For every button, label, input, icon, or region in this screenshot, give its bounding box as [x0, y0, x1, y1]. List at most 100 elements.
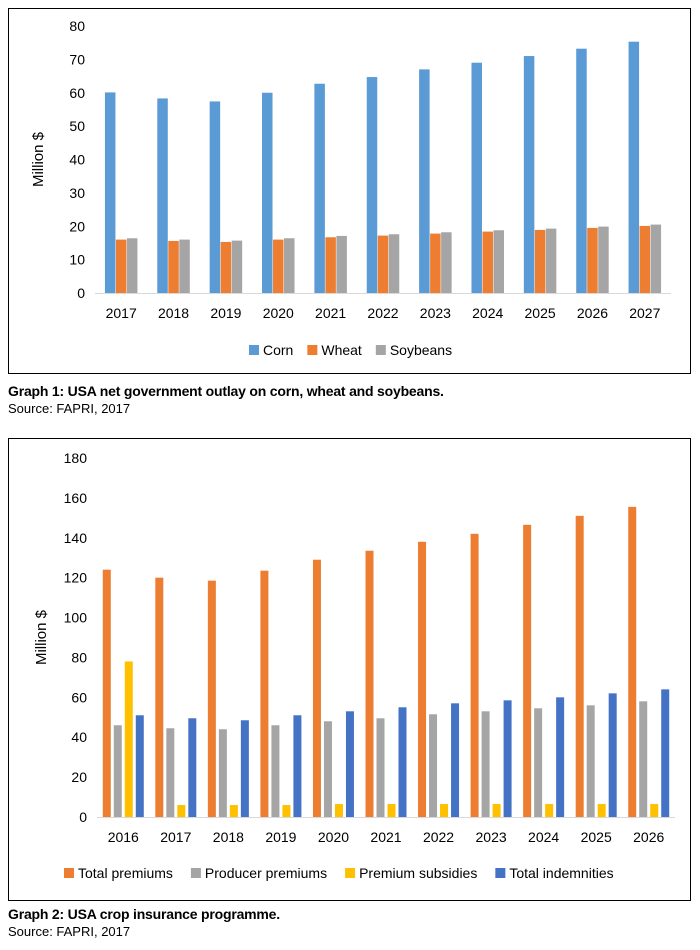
legend-label-producer-premiums: Producer premiums — [205, 865, 327, 881]
chart-2-xtick-label: 2018 — [213, 829, 244, 845]
bar-corn-2019 — [209, 101, 221, 294]
chart-2-ytick-label: 160 — [64, 490, 88, 506]
chart-2-xtick-label: 2022 — [423, 829, 454, 845]
bar-wheat-2026 — [587, 227, 598, 293]
chart-1-xtick-label: 2023 — [420, 305, 451, 321]
chart-2-xtick-label: 2017 — [160, 829, 191, 845]
bar-premium-subsidies-2023 — [492, 804, 501, 817]
legend-swatch-producer-premiums — [190, 868, 201, 878]
chart-2-y-axis-label: Million $ — [33, 609, 50, 665]
chart-1-ytick-label: 30 — [69, 185, 85, 201]
bar-corn-2017 — [104, 92, 116, 293]
bar-premium-subsidies-2019 — [282, 805, 291, 817]
chart-2-svg: 0 20 40 60 80 100 120 140 160 180 Million $ 2016 201… — [33, 450, 675, 881]
bar-total-indemnities-2024 — [556, 697, 565, 817]
chart-2-ytick-label: 0 — [79, 809, 87, 825]
chart-1-xtick-label: 2020 — [263, 305, 294, 321]
chart-1-xtick-label: 2021 — [315, 305, 346, 321]
bar-soybeans-2022 — [388, 234, 400, 293]
legend-swatch-total-premiums — [64, 868, 74, 878]
bar-soybeans-2025 — [545, 228, 557, 293]
chart-2-ytick-label: 20 — [71, 769, 87, 785]
chart-1-caption-source: Source: FAPRI, 2017 — [8, 401, 131, 416]
bar-wheat-2018 — [168, 240, 179, 293]
bar-producer-premiums-2022 — [429, 714, 438, 817]
legend-label-premium-subsidies: Premium subsidies — [359, 865, 477, 881]
bar-premium-subsidies-2021 — [387, 804, 396, 817]
bar-wheat-2022 — [377, 235, 389, 293]
bar-soybeans-2020 — [284, 238, 295, 293]
chart-2-xtick-label: 2026 — [633, 829, 664, 845]
bar-total-premiums-2019 — [260, 570, 269, 817]
bar-premium-subsidies-2025 — [597, 804, 606, 817]
chart-1-xtick-label: 2027 — [629, 305, 660, 321]
bar-total-indemnities-2018 — [240, 720, 249, 817]
legend-label-wheat: Wheat — [321, 342, 362, 358]
chart-1-ytick-label: 10 — [69, 252, 85, 268]
chart-2-ytick-label: 80 — [71, 649, 87, 665]
bar-wheat-2021 — [325, 237, 336, 293]
chart-2-caption-source: Source: FAPRI, 2017 — [8, 924, 131, 939]
bar-corn-2020 — [262, 92, 273, 293]
bar-total-indemnities-2026 — [661, 689, 670, 817]
bar-wheat-2017 — [115, 239, 127, 293]
bar-total-premiums-2024 — [523, 524, 532, 817]
bar-total-premiums-2020 — [312, 559, 321, 817]
bar-corn-2026 — [576, 48, 587, 293]
bar-producer-premiums-2019 — [271, 725, 280, 817]
bar-producer-premiums-2018 — [218, 729, 227, 817]
chart-2-ytick-label: 40 — [71, 729, 87, 745]
chart-1-ytick-label: 20 — [69, 218, 85, 234]
bar-total-premiums-2016 — [102, 569, 111, 817]
chart-1-xtick-label: 2017 — [106, 305, 137, 321]
bar-corn-2023 — [419, 69, 430, 293]
bar-producer-premiums-2020 — [323, 721, 332, 817]
chart-2-xtick-label: 2024 — [528, 829, 559, 845]
bar-soybeans-2021 — [336, 235, 347, 293]
bar-producer-premiums-2026 — [639, 701, 648, 817]
chart-1-xtick-label: 2018 — [158, 305, 189, 321]
bar-premium-subsidies-2018 — [229, 805, 238, 817]
chart-2-ytick-label: 60 — [71, 689, 87, 705]
bar-corn-2022 — [366, 77, 378, 293]
bar-total-indemnities-2023 — [503, 700, 512, 817]
chart-1-ytick-label: 70 — [69, 51, 85, 67]
chart-2-frame: 0 20 40 60 80 100 120 140 160 180 Million $ 2016 201… — [8, 438, 691, 901]
bar-total-indemnities-2017 — [188, 718, 197, 817]
chart-1-caption-title: Graph 1: USA net government outlay on co… — [8, 383, 444, 399]
bar-corn-2021 — [314, 83, 325, 294]
chart-1-caption: Graph 1: USA net government outlay on co… — [8, 383, 444, 416]
legend-label-total-premiums: Total premiums — [78, 865, 173, 881]
chart-1-svg: 0 10 20 30 40 50 60 70 80 Million $ 2017 2018 2019 20… — [30, 18, 671, 358]
bar-wheat-2019 — [220, 241, 232, 293]
chart-1-ytick-label: 50 — [69, 118, 85, 134]
chart-2-ytick-label: 180 — [64, 450, 88, 466]
chart-2-caption: Graph 2: USA crop insurance programme. S… — [8, 906, 280, 939]
bar-soybeans-2019 — [231, 240, 243, 293]
chart-1-y-axis-label: Million $ — [30, 131, 47, 187]
legend-label-soybeans: Soybeans — [390, 342, 452, 358]
bar-corn-2025 — [523, 56, 535, 293]
bar-soybeans-2027 — [650, 224, 662, 293]
bar-total-premiums-2025 — [575, 515, 584, 817]
bar-producer-premiums-2016 — [113, 725, 122, 817]
bar-total-premiums-2021 — [365, 550, 374, 817]
chart-1-xtick-label: 2024 — [472, 305, 503, 321]
legend-swatch-corn — [249, 345, 259, 355]
chart-1-frame: 0 10 20 30 40 50 60 70 80 Million $ 2017 2018 2019 20… — [8, 8, 691, 374]
chart-2-xtick-label: 2021 — [370, 829, 401, 845]
legend-label-total-indemnities: Total indemnities — [509, 865, 613, 881]
chart-2-xtick-label: 2023 — [476, 829, 507, 845]
chart-1-ytick-label: 0 — [77, 285, 85, 301]
bar-total-indemnities-2022 — [451, 703, 460, 817]
chart-2-xtick-label: 2025 — [581, 829, 612, 845]
bar-premium-subsidies-2022 — [440, 804, 449, 817]
legend-swatch-premium-subsidies — [345, 868, 356, 878]
bar-premium-subsidies-2026 — [650, 804, 659, 817]
legend-swatch-total-indemnities — [495, 868, 506, 878]
bar-wheat-2024 — [482, 231, 493, 293]
bar-total-premiums-2026 — [628, 506, 637, 817]
chart-2-ytick-label: 120 — [64, 570, 88, 586]
chart-2-xtick-label: 2020 — [318, 829, 349, 845]
chart-2-xtick-label: 2016 — [108, 829, 139, 845]
